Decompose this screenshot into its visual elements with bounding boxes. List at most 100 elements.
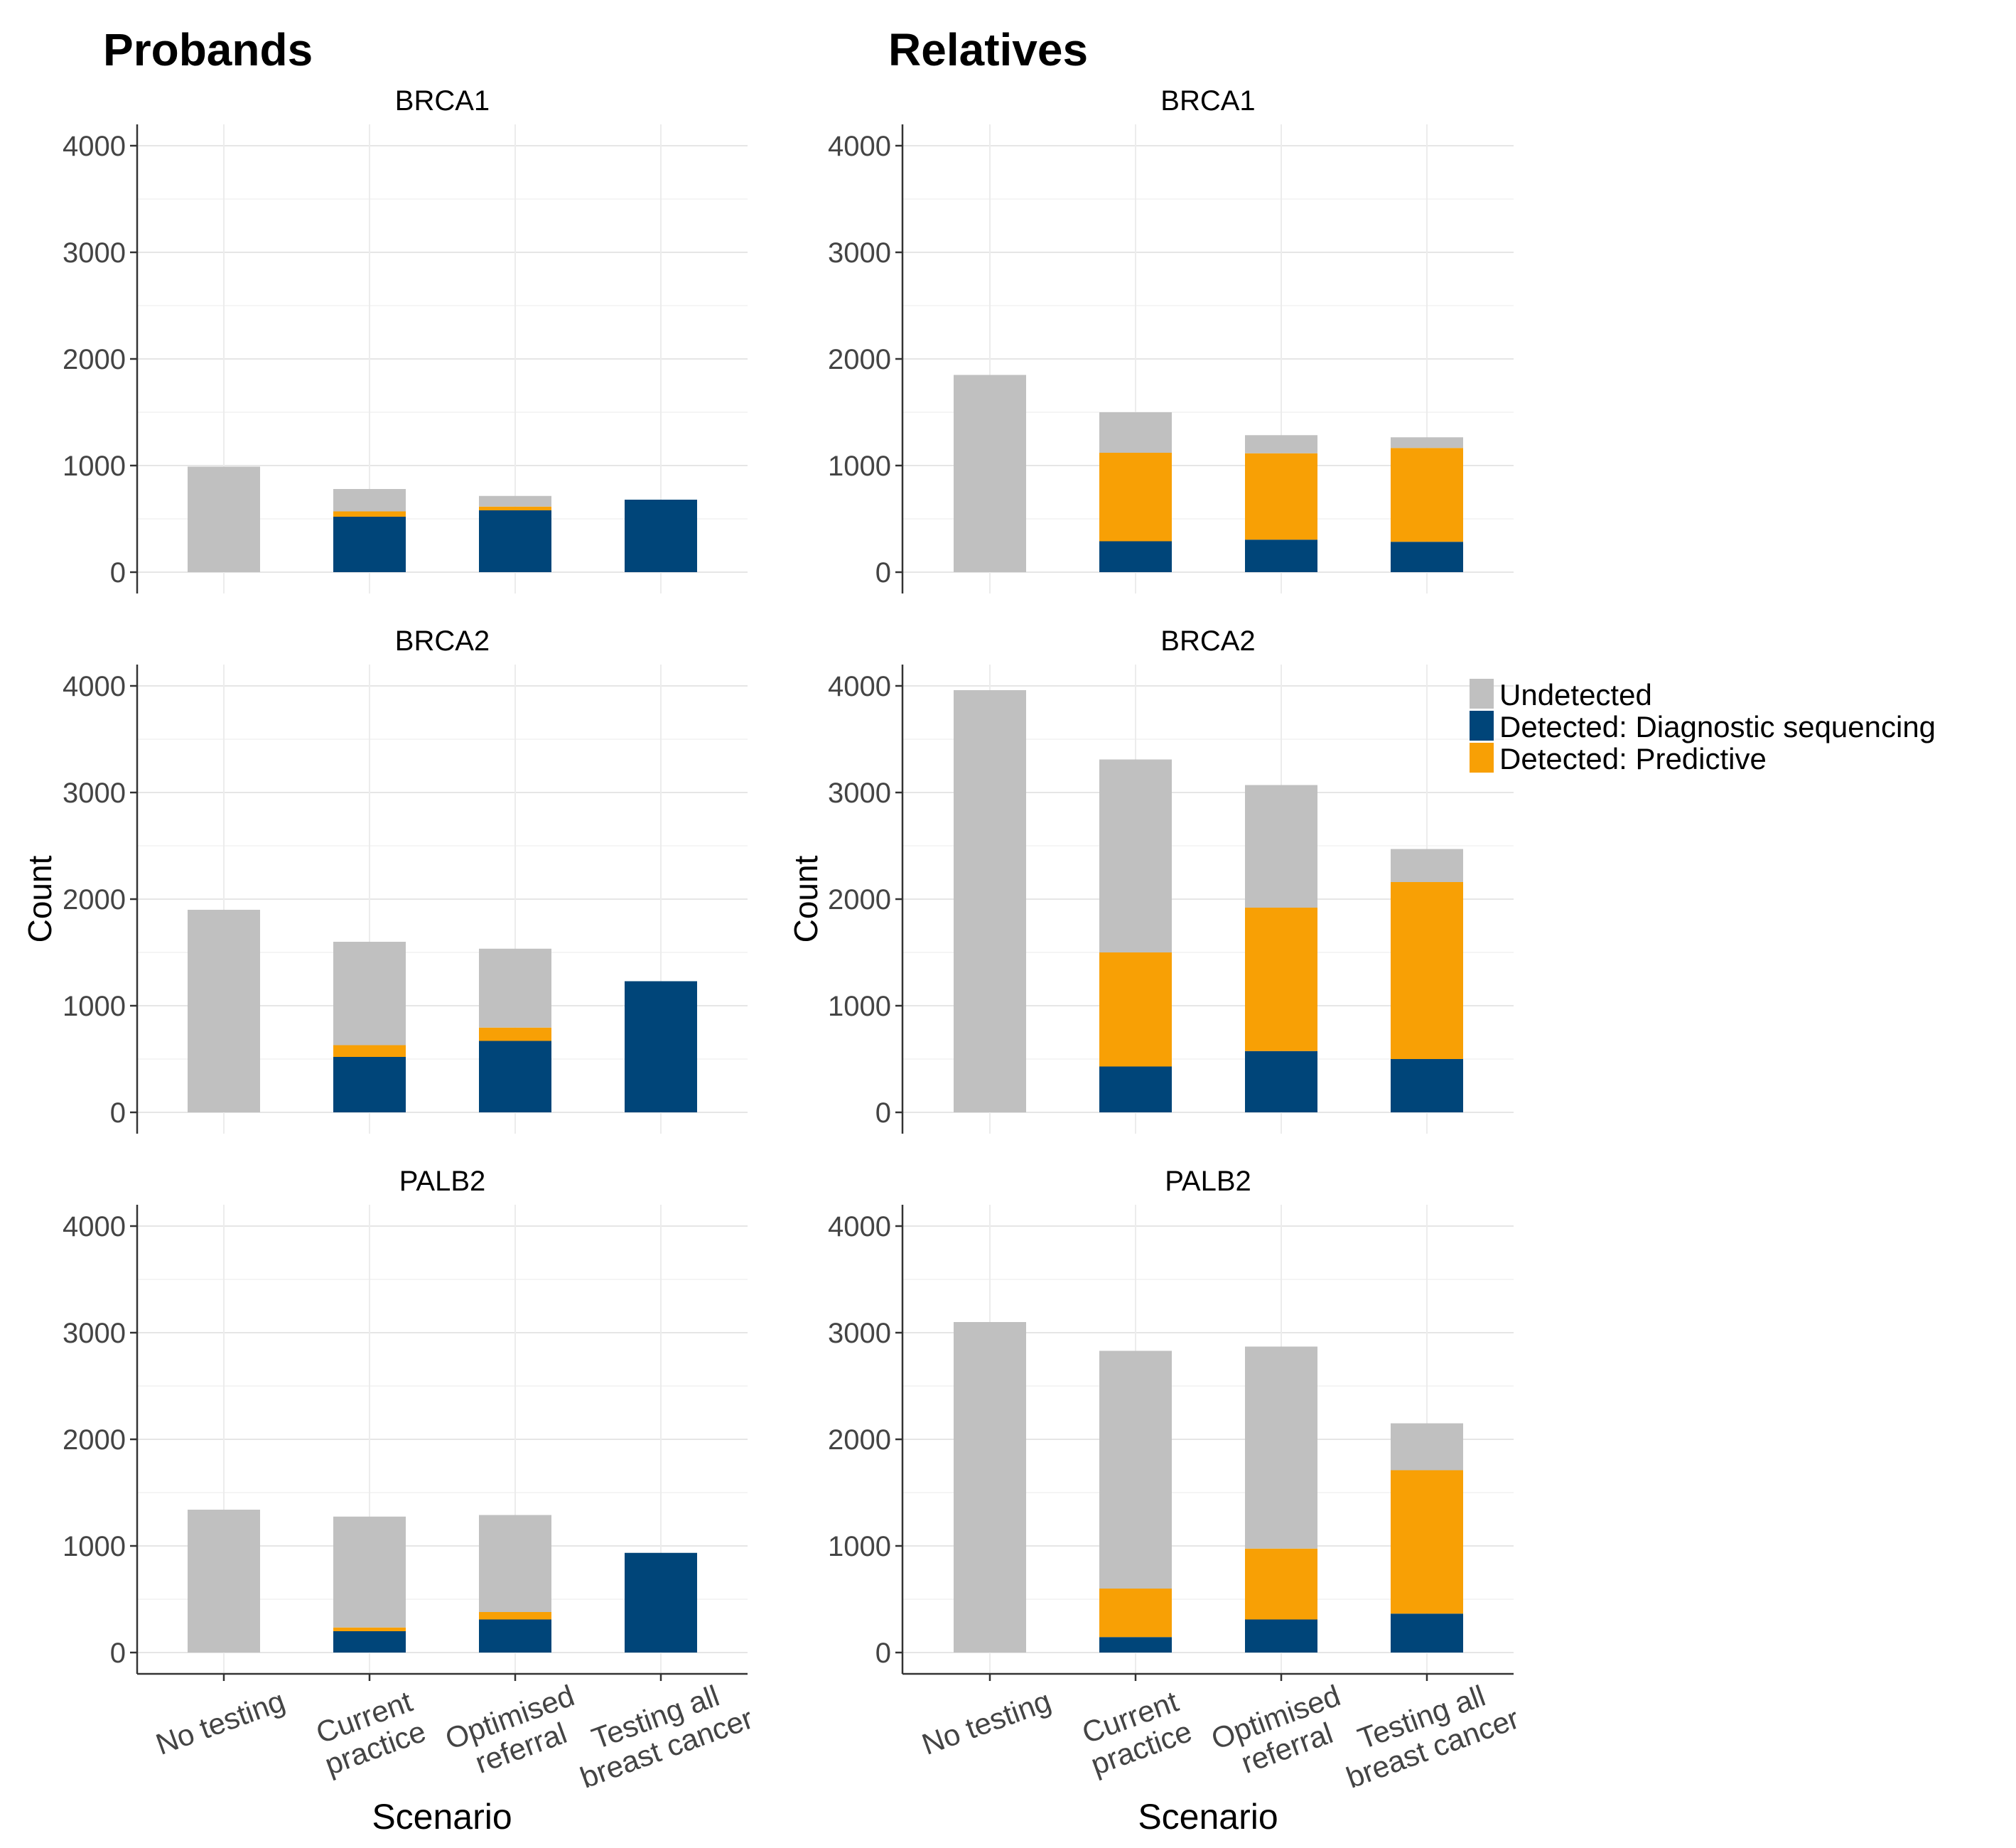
x-tick-label: Testing allbreast cancer (1331, 1670, 1524, 1794)
bar-segment-undetected (954, 690, 1026, 1112)
y-tick-label: 1000 (63, 451, 126, 482)
panel-title: BRCA2 (1160, 625, 1255, 657)
panel-title: BRCA1 (1160, 85, 1255, 117)
bar-segment-detected-predictive (1391, 1470, 1463, 1614)
bar-segment-detected-diagnostic-sequencing (333, 517, 406, 572)
bar-segment-undetected (479, 948, 551, 1028)
x-tick-label: No testing (917, 1684, 1055, 1761)
y-tick-label: 2000 (828, 884, 891, 915)
bar-segment-detected-predictive (479, 1612, 551, 1620)
y-axis-title-relatives: Count (787, 855, 824, 942)
bar-segment-detected-predictive (1099, 952, 1172, 1067)
bar-segment-detected-diagnostic-sequencing (479, 1041, 551, 1112)
panel-probands-brca2: 0 1000 2000 3000 4000 BRCA2 (63, 625, 748, 1134)
bar-segment-detected-diagnostic-sequencing (1391, 542, 1463, 572)
x-tick-label-line: No testing (917, 1684, 1055, 1761)
bar-segment-detected-diagnostic-sequencing (479, 510, 551, 572)
bar-segment-detected-predictive (333, 1627, 406, 1631)
bar-segment-detected-diagnostic-sequencing (333, 1631, 406, 1653)
x-axis-title-probands: Scenario (372, 1797, 512, 1837)
y-tick-label: 0 (875, 1638, 891, 1669)
bar-segment-undetected (1099, 759, 1172, 952)
y-axis-title-probands: Count (21, 855, 58, 942)
bar-segment-detected-diagnostic-sequencing (625, 981, 697, 1112)
x-tick-label-line: No testing (151, 1684, 289, 1761)
x-tick-label: Optimisedreferral (1207, 1678, 1355, 1786)
y-tick-label: 2000 (828, 1424, 891, 1456)
panel-probands-brca1: 0 1000 2000 3000 4000 BRCA1 (63, 85, 748, 593)
panel-title: BRCA1 (395, 85, 490, 117)
panel-relatives-brca1: 0 1000 2000 3000 4000 BRCA1 (828, 85, 1514, 593)
bar-segment-detected-diagnostic-sequencing (333, 1057, 406, 1112)
bar-segment-detected-predictive (333, 1045, 406, 1057)
x-tick-label: No testing (151, 1684, 289, 1761)
bar-segment-undetected (1245, 785, 1317, 908)
y-tick-label: 2000 (828, 344, 891, 375)
bar-segment-undetected (479, 1515, 551, 1612)
y-tick-label: 2000 (63, 1424, 126, 1456)
bar-segment-undetected (1245, 1346, 1317, 1549)
bar-segment-detected-diagnostic-sequencing (1099, 1066, 1172, 1112)
panel-relatives-brca2: 0 1000 2000 3000 4000 BRCA2 (828, 625, 1514, 1134)
bar-segment-detected-predictive (479, 506, 551, 510)
bar-segment-detected-diagnostic-sequencing (1099, 1637, 1172, 1653)
bar-segment-detected-diagnostic-sequencing (625, 500, 697, 572)
group-title-relatives: Relatives (888, 24, 1088, 75)
y-tick-label: 3000 (63, 237, 126, 269)
y-tick-label: 0 (875, 557, 891, 589)
legend-label-predictive: Detected: Predictive (1499, 742, 1767, 775)
y-tick-label: 4000 (828, 1211, 891, 1242)
y-tick-label: 1000 (828, 451, 891, 482)
bar-segment-undetected (1391, 1423, 1463, 1471)
y-tick-label: 3000 (63, 778, 126, 809)
legend-label-undetected: Undetected (1499, 678, 1652, 711)
bar-segment-undetected (188, 910, 260, 1112)
bar-segment-detected-diagnostic-sequencing (1391, 1613, 1463, 1653)
x-tick-label: Currentpractice (1075, 1684, 1196, 1782)
y-tick-label: 0 (875, 1097, 891, 1129)
y-tick-label: 1000 (828, 1531, 891, 1562)
panel-title: BRCA2 (395, 625, 490, 657)
bar-segment-undetected (954, 1322, 1026, 1653)
x-axis-title-relatives: Scenario (1138, 1797, 1278, 1837)
bar-segment-detected-diagnostic-sequencing (479, 1619, 551, 1653)
panel-title: PALB2 (1165, 1166, 1251, 1197)
legend-label-diagnostic: Detected: Diagnostic sequencing (1499, 710, 1936, 743)
bar-segment-detected-predictive (1245, 1548, 1317, 1620)
x-tick-label: Testing allbreast cancer (565, 1670, 758, 1794)
bar-segment-undetected (1245, 435, 1317, 453)
y-tick-label: 4000 (828, 131, 891, 162)
y-tick-label: 4000 (828, 671, 891, 702)
legend-swatch-predictive (1470, 743, 1494, 773)
bar-segment-detected-predictive (1391, 882, 1463, 1059)
y-tick-label: 4000 (63, 1211, 126, 1242)
bar-segment-detected-predictive (333, 511, 406, 517)
legend: Undetected Detected: Diagnostic sequenci… (1470, 678, 1936, 775)
bar-segment-detected-diagnostic-sequencing (1245, 539, 1317, 572)
y-tick-label: 1000 (63, 1531, 126, 1562)
x-tick-label: Optimisedreferral (441, 1678, 589, 1786)
y-tick-label: 1000 (828, 991, 891, 1022)
bar-segment-detected-predictive (479, 1027, 551, 1041)
y-tick-label: 3000 (828, 1318, 891, 1349)
y-tick-label: 4000 (63, 671, 126, 702)
bar-segment-detected-predictive (1391, 448, 1463, 542)
group-title-probands: Probands (103, 24, 313, 75)
y-tick-label: 4000 (63, 131, 126, 162)
bar-segment-detected-diagnostic-sequencing (1391, 1059, 1463, 1112)
bar-segment-detected-diagnostic-sequencing (1245, 1619, 1317, 1653)
bar-segment-undetected (188, 1510, 260, 1653)
bar-segment-detected-diagnostic-sequencing (1245, 1051, 1317, 1112)
y-tick-label: 3000 (63, 1318, 126, 1349)
y-tick-label: 0 (110, 1638, 126, 1669)
y-tick-label: 0 (110, 1097, 126, 1129)
y-tick-label: 3000 (828, 778, 891, 809)
bar-segment-undetected (479, 495, 551, 507)
bar-segment-undetected (333, 942, 406, 1046)
bar-segment-detected-predictive (1245, 908, 1317, 1051)
panel-relatives-palb2: 0 1000 2000 3000 4000 PALB2 No testing Currentp… (828, 1166, 1524, 1795)
panel-probands-palb2: 0 1000 2000 3000 4000 PALB2 No testing Currentp… (63, 1166, 758, 1795)
bar-segment-detected-predictive (1245, 453, 1317, 540)
bar-segment-detected-predictive (1099, 1589, 1172, 1638)
